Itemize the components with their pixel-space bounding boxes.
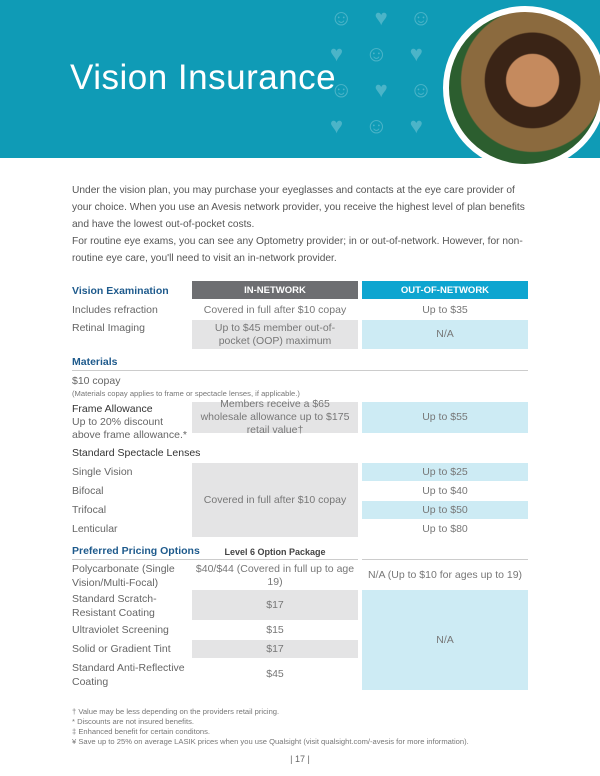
row-label: Standard Scratch-Resistant Coating (72, 593, 157, 619)
in-network-header: IN-NETWORK (192, 281, 358, 299)
copay-note: (Materials copay applies to frame or spe… (72, 389, 300, 398)
in-network-cell: Members receive a $65 wholesale allowanc… (192, 398, 358, 436)
row-label: Trifocal (72, 504, 107, 516)
row-label: Standard Anti-Reflective Coating (72, 662, 185, 688)
divider (72, 370, 528, 371)
out-of-network-header: OUT-OF-NETWORK (362, 281, 528, 299)
in-network-cell: Covered in full after $10 copay (203, 303, 347, 316)
footnote: ¥ Save up to 25% on average LASIK prices… (72, 737, 469, 746)
lenses-heading: Standard Spectacle Lenses (72, 447, 201, 459)
out-network-cell: Up to $55 (362, 402, 528, 433)
row-label: Retinal Imaging (72, 322, 145, 334)
person-photo (443, 6, 600, 170)
in-network-cell: $17 (192, 640, 358, 658)
copay-text: $10 copay (72, 375, 121, 387)
row-label: Ultraviolet Screening (72, 624, 169, 636)
out-network-cell: Up to $40 (422, 484, 468, 497)
row-label: Polycarbonate (Single Vision/Multi-Focal… (72, 563, 175, 589)
row-label: Solid or Gradient Tint (72, 643, 171, 655)
out-network-cell: Up to $80 (422, 522, 468, 535)
intro-paragraph: For routine eye exams, you can see any O… (72, 236, 523, 264)
row-label: Includes refraction (72, 304, 158, 316)
in-network-cell: Covered in full after $10 copay (192, 463, 358, 537)
footnote: ‡ Enhanced benefit for certain conditons… (72, 727, 211, 736)
section-vision-examination: Vision Examination (72, 285, 169, 297)
section-preferred-pricing: Preferred Pricing Options (72, 545, 200, 557)
out-network-cell: N/A (362, 590, 528, 690)
in-network-cell: $45 (266, 667, 284, 680)
divider (72, 559, 358, 560)
out-network-cell: N/A (362, 320, 528, 349)
out-network-cell: Up to $50 (362, 501, 528, 519)
in-network-cell: Up to $45 member out-of-pocket (OOP) max… (192, 320, 358, 349)
row-label: Lenticular (72, 523, 118, 535)
page-number: | 17 | (290, 754, 310, 764)
in-network-cell: $40/$44 (Covered in full up to age 19) (195, 562, 355, 588)
row-label: Bifocal (72, 485, 104, 497)
package-label: Level 6 Option Package (224, 546, 326, 557)
footnote: * Discounts are not insured benefits. (72, 717, 194, 726)
in-network-cell: $17 (192, 590, 358, 620)
frame-allowance-label: Frame Allowance (72, 403, 153, 415)
in-network-cell: $15 (266, 623, 284, 636)
section-materials: Materials (72, 356, 118, 368)
out-network-cell: N/A (Up to $10 for ages up to 19) (367, 569, 523, 581)
intro-paragraph: Under the vision plan, you may purchase … (72, 185, 525, 230)
out-network-cell: Up to $35 (422, 303, 468, 316)
frame-allowance-sub: Up to 20% discount above frame allowance… (72, 416, 187, 441)
out-network-cell: Up to $25 (362, 463, 528, 481)
page-title: Vision Insurance (70, 58, 337, 97)
decorative-icons-pattern: ☺ ♥ ☺ ♥ ☺ ♥ ☺ ♥ ☺ ♥ ☺ ♥ (330, 5, 441, 138)
footnote: † Value may be less depending on the pro… (72, 707, 280, 716)
row-label: Single Vision (72, 466, 133, 478)
divider (362, 559, 528, 560)
